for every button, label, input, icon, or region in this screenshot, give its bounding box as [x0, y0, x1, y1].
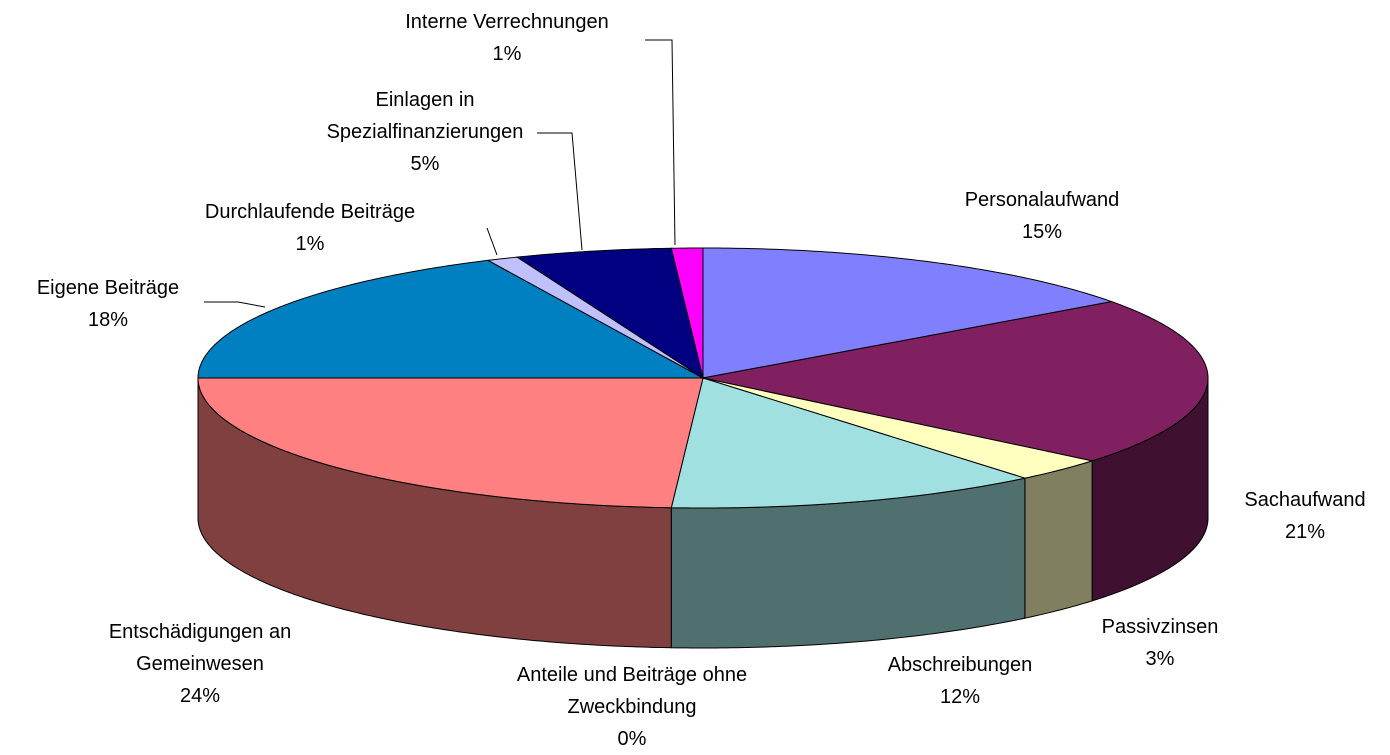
slice-label: Durchlaufende Beiträge 1% — [205, 196, 415, 260]
slice — [515, 247, 704, 380]
slice-side — [1024, 460, 1093, 619]
value-label: 1% — [492, 43, 522, 65]
value-label: 24% — [179, 685, 221, 707]
leader-lines — [204, 39, 676, 308]
slice — [197, 377, 704, 509]
slice-label: Interne Verrechnungen 1% — [405, 6, 609, 70]
slice — [670, 247, 704, 379]
sides — [197, 377, 1209, 649]
category-label: Abschreibungen — [887, 654, 1033, 676]
value-label: 0% — [617, 728, 647, 750]
category-label: Entschädigungen an Gemeinwesen — [108, 621, 292, 675]
value-label: 5% — [410, 153, 440, 175]
leader-line — [645, 39, 676, 246]
slice — [702, 377, 1095, 479]
category-label: Einlagen in Spezialfinanzierungen — [326, 89, 524, 143]
slice-label: Personalaufwand 15% — [965, 184, 1120, 248]
category-label: Personalaufwand — [964, 189, 1120, 211]
category-label: Eigene Beiträge — [36, 277, 180, 299]
leader-line — [486, 227, 498, 256]
slice — [197, 259, 704, 379]
leader-line — [204, 301, 266, 308]
value-label: 21% — [1284, 521, 1326, 543]
value-label: 1% — [295, 233, 325, 255]
slice — [702, 301, 1209, 462]
slice-label: Anteile und Beiträge ohne Zweckbindung 0% — [477, 659, 787, 755]
slice — [670, 377, 1027, 509]
slice-label: Eigene Beiträge 18% — [37, 272, 179, 336]
category-label: Sachaufwand — [1244, 489, 1366, 511]
value-label: 12% — [939, 686, 981, 708]
slice — [486, 256, 704, 379]
category-label: Anteile und Beiträge ohne Zweckbindung — [516, 664, 748, 718]
slice-label: Passivzinsen 3% — [1102, 611, 1219, 675]
value-label: 15% — [1021, 221, 1063, 243]
slice-label: Abschreibungen 12% — [888, 649, 1033, 713]
tops — [197, 247, 1209, 509]
category-label: Interne Verrechnungen — [405, 11, 609, 33]
slice-label: Einlagen in Spezialfinanzierungen 5% — [308, 84, 543, 180]
category-label: Passivzinsen — [1101, 616, 1219, 638]
value-label: 18% — [87, 309, 129, 331]
leader-line — [537, 132, 583, 251]
slice-label: Entschädigungen an Gemeinwesen 24% — [68, 616, 333, 712]
value-label: 3% — [1145, 648, 1175, 670]
slice — [702, 247, 1114, 379]
category-label: Durchlaufende Beiträge — [204, 201, 416, 223]
slice-label: Sachaufwand 21% — [1244, 484, 1365, 548]
